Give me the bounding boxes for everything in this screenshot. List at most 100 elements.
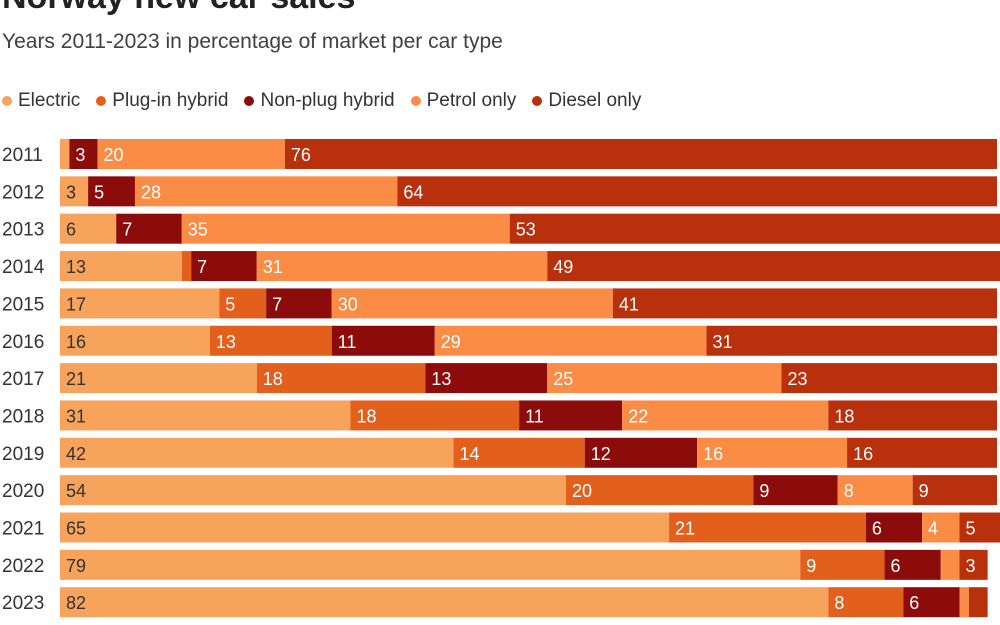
bar-non-plug-hybrid-2019	[584, 437, 698, 468]
data-label: 7	[272, 294, 282, 314]
data-label: 21	[66, 369, 86, 389]
bar-plug-in-hybrid-2015	[219, 288, 267, 319]
bar-electric-2013	[60, 213, 117, 244]
data-label: 31	[66, 406, 86, 426]
bar-plug-in-hybrid-2016	[209, 325, 332, 356]
data-label: 7	[197, 257, 207, 277]
data-label: 20	[572, 481, 592, 501]
data-label: 6	[909, 593, 919, 613]
bar-petrol-only-2013	[181, 213, 510, 244]
data-label: 18	[263, 369, 283, 389]
y-tick-label: 2017	[2, 369, 44, 390]
data-label: 9	[759, 481, 769, 501]
bar-electric-2020	[60, 475, 566, 506]
data-label: 3	[75, 145, 85, 165]
bar-diesel-only-2021	[959, 512, 1000, 543]
data-label: 31	[263, 257, 283, 277]
legend-label: Diesel only	[548, 90, 642, 111]
data-label: 6	[872, 519, 882, 539]
bar-plug-in-hybrid-2014	[181, 251, 192, 282]
y-tick-label: 2021	[2, 519, 44, 540]
data-label: 4	[928, 519, 938, 539]
chart-subtitle: Years 2011-2023 in percentage of market …	[2, 30, 503, 53]
legend-swatch	[2, 96, 12, 106]
y-tick-label: 2014	[2, 257, 45, 278]
data-label: 28	[141, 182, 161, 202]
y-tick-label: 2019	[2, 444, 44, 465]
data-label: 3	[966, 556, 976, 576]
data-label: 14	[460, 444, 480, 464]
legend-swatch	[410, 96, 421, 106]
bar-petrol-only-2012	[134, 176, 398, 207]
data-label: 54	[66, 481, 86, 501]
bar-electric-2015	[60, 288, 220, 319]
legend-label: Plug-in hybrid	[112, 90, 229, 111]
bar-petrol-only-2023	[959, 587, 969, 618]
data-label: 16	[853, 444, 873, 464]
data-label: 16	[66, 332, 86, 352]
data-label: 5	[94, 182, 104, 202]
data-label: 17	[66, 294, 86, 314]
bar-non-plug-hybrid-2018	[519, 400, 623, 431]
bar-electric-2018	[60, 400, 351, 431]
data-label: 41	[619, 294, 639, 314]
bar-plug-in-hybrid-2023	[828, 587, 904, 618]
data-label: 22	[628, 406, 648, 426]
bar-diesel-only-2011	[284, 139, 997, 169]
bar-petrol-only-2015	[331, 288, 613, 319]
data-label: 7	[122, 220, 132, 240]
legend-label: Electric	[18, 90, 81, 111]
data-label: 29	[441, 332, 461, 352]
data-label: 42	[66, 444, 86, 464]
bar-diesel-only-2016	[706, 325, 997, 356]
bar-diesel-only-2022	[959, 549, 988, 580]
y-tick-label: 2012	[2, 182, 44, 203]
data-label: 5	[225, 294, 235, 314]
data-label: 9	[919, 481, 929, 501]
data-label: 79	[66, 556, 86, 576]
data-label: 49	[553, 257, 573, 277]
y-tick-label: 2018	[2, 406, 44, 427]
data-label: 30	[338, 294, 358, 314]
data-label: 11	[338, 332, 357, 352]
data-label: 12	[591, 444, 611, 464]
bar-petrol-only-2017	[547, 363, 782, 394]
legend: Electric Plug-in hybrid Non-plug hybrid Pet…	[2, 90, 641, 112]
data-label: 21	[675, 519, 695, 539]
bar-electric-2012	[60, 176, 89, 207]
bar-non-plug-hybrid-2015	[266, 288, 332, 319]
bar-electric-2023	[60, 587, 829, 618]
y-tick-label: 2016	[2, 332, 44, 353]
bar-non-plug-hybrid-2011	[69, 139, 98, 169]
bar-non-plug-hybrid-2020	[753, 475, 838, 506]
bar-non-plug-hybrid-2013	[116, 213, 182, 244]
y-tick-label: 2022	[2, 556, 44, 577]
bar-plug-in-hybrid-2019	[453, 437, 585, 468]
bar-electric-2016	[60, 325, 210, 356]
bar-petrol-only-2021	[922, 512, 960, 543]
data-label: 11	[525, 406, 544, 426]
bar-non-plug-hybrid-2022	[884, 549, 941, 580]
data-label: 23	[787, 369, 807, 389]
bar-petrol-only-2022	[940, 549, 960, 580]
legend-item-petrol-only: Petrol only	[410, 90, 516, 112]
legend-swatch	[532, 96, 543, 106]
data-label: 76	[291, 145, 311, 165]
bar-electric-2011	[60, 139, 70, 169]
bar-non-plug-hybrid-2023	[903, 587, 960, 618]
data-label: 25	[553, 369, 573, 389]
data-label: 6	[891, 556, 901, 576]
bar-non-plug-hybrid-2012	[88, 176, 135, 207]
bar-electric-2017	[60, 363, 257, 394]
bar-non-plug-hybrid-2021	[865, 512, 923, 543]
bar-petrol-only-2018	[622, 400, 829, 431]
bar-electric-2022	[60, 549, 801, 580]
bar-diesel-only-2012	[397, 176, 997, 207]
data-label: 16	[703, 444, 723, 464]
bar-electric-2014	[60, 251, 182, 282]
bar-plug-in-hybrid-2020	[565, 475, 754, 506]
bar-diesel-only-2023	[968, 587, 988, 618]
bar-plug-in-hybrid-2022	[800, 549, 885, 580]
bar-petrol-only-2020	[837, 475, 913, 506]
